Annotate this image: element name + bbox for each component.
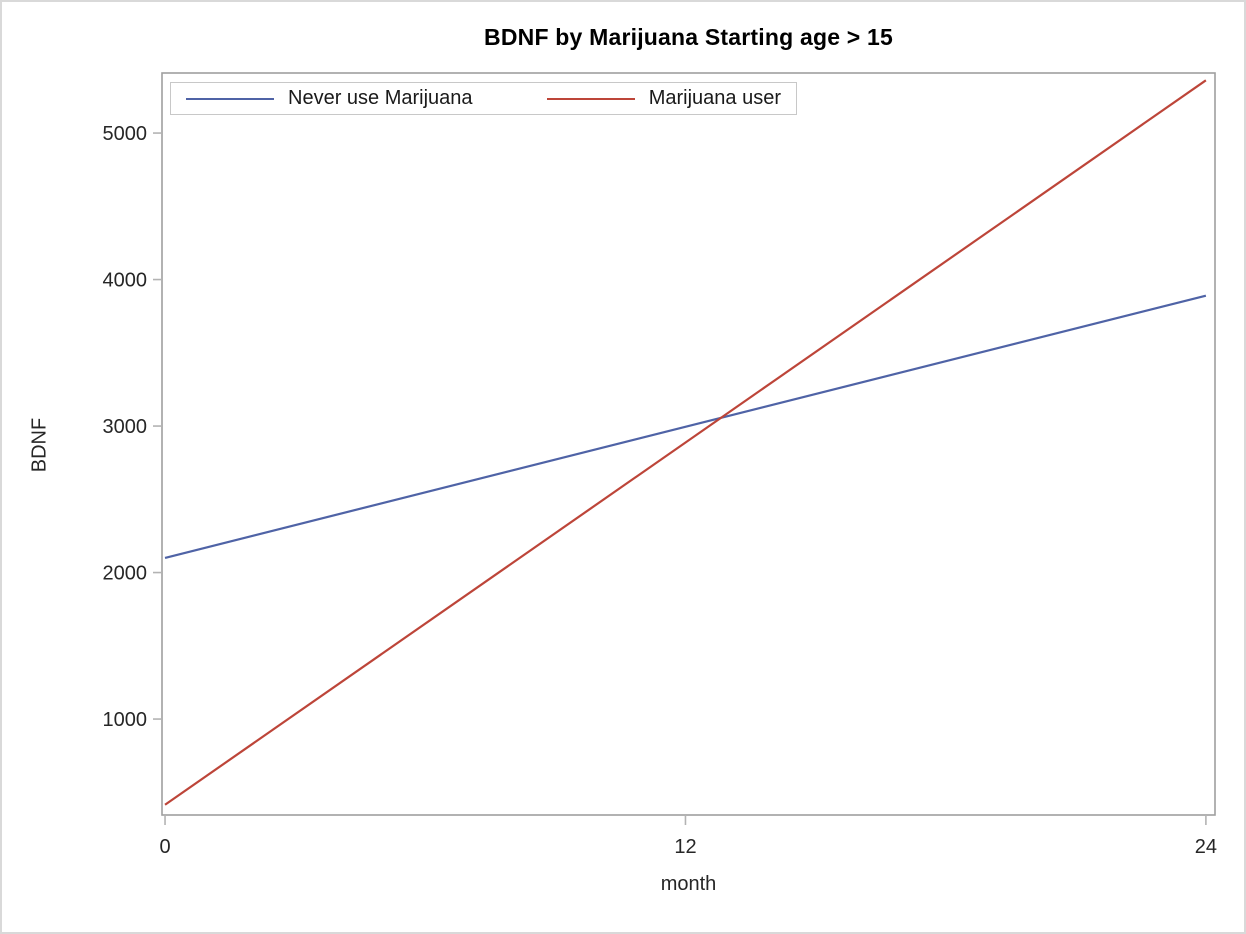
chart-title: BDNF by Marijuana Starting age > 15 [484,24,893,50]
legend-item-marijuana-user: Marijuana user [546,87,781,110]
legend-item-never-use-marijuana: Never use Marijuana [186,87,473,110]
legend-line-swatch-never-use-marijuana [186,97,274,100]
y-tick-label: 2000 [103,563,148,585]
y-tick-label: 5000 [103,123,148,145]
series-line-0 [164,294,1207,559]
series-line-1 [164,79,1207,806]
y-tick-label: 4000 [103,270,148,292]
y-tick-label: 1000 [103,709,148,731]
x-axis-title: month [660,873,717,895]
x-tick-label: 12 [674,836,696,858]
y-tick-label: 3000 [103,416,148,438]
x-tick-label: 0 [159,836,170,858]
x-tick-label: 24 [1195,836,1217,858]
y-axis-title: BDNF [28,417,51,473]
legend-label-never-use-marijuana: Never use Marijuana [288,87,473,109]
legend-line-swatch-marijuana-user [546,97,635,100]
legend-label-marijuana-user: Marijuana user [648,87,781,109]
legend: Never use Marijuana Marijuana user [170,82,797,115]
